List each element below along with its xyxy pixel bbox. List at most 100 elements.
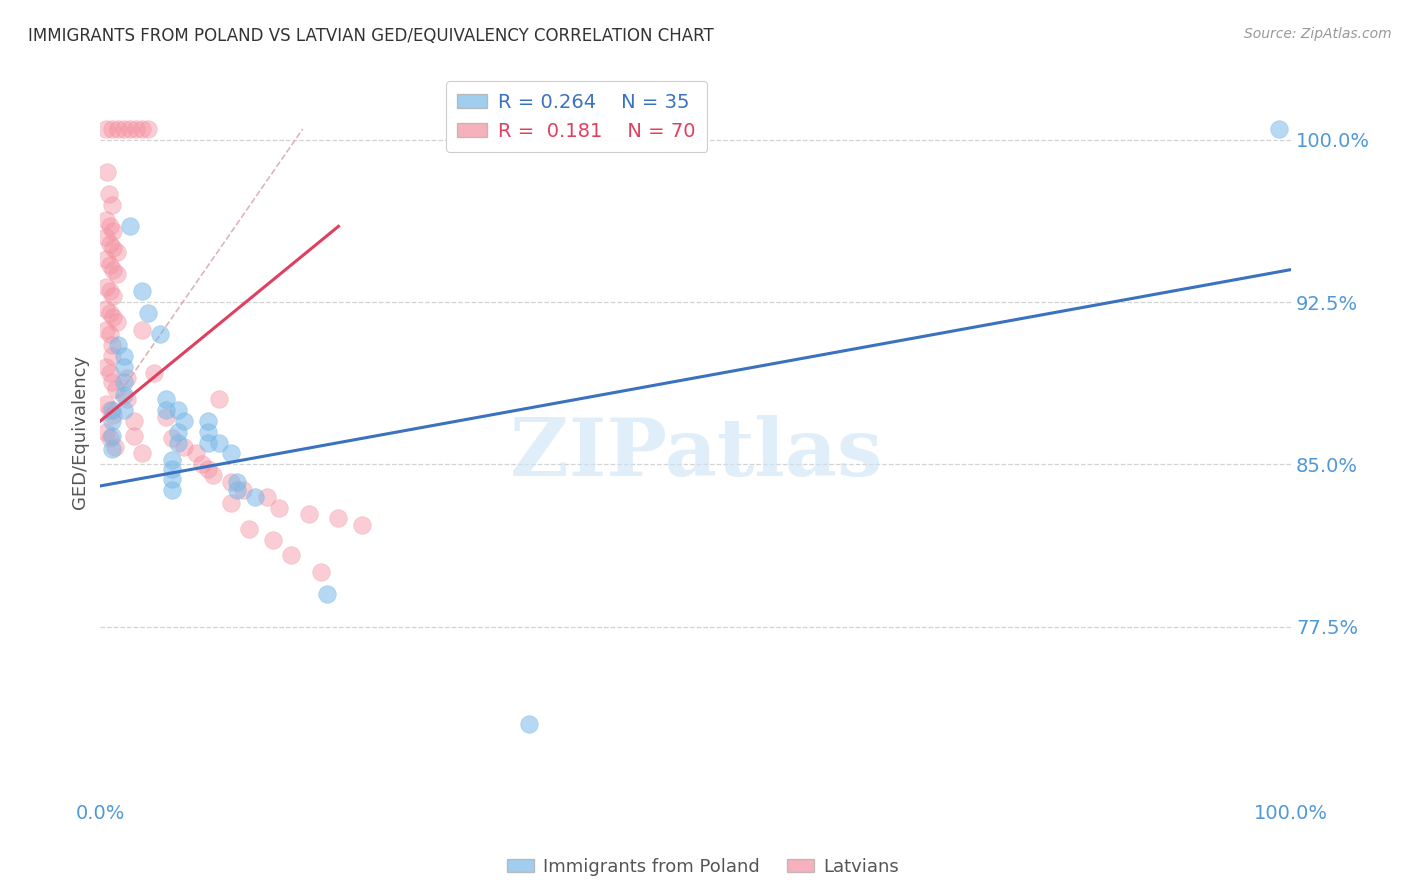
Point xyxy=(160,453,183,467)
Point xyxy=(208,435,231,450)
Point xyxy=(1268,122,1291,136)
Point xyxy=(112,359,135,374)
Point xyxy=(226,475,249,489)
Point xyxy=(112,388,135,402)
Point xyxy=(112,375,135,389)
Point xyxy=(155,392,177,407)
Point xyxy=(267,500,290,515)
Point xyxy=(280,548,302,562)
Point xyxy=(315,587,337,601)
Point xyxy=(232,483,254,498)
Text: IMMIGRANTS FROM POLAND VS LATVIAN GED/EQUIVALENCY CORRELATION CHART: IMMIGRANTS FROM POLAND VS LATVIAN GED/EQ… xyxy=(28,27,714,45)
Point xyxy=(101,442,124,457)
Point xyxy=(98,219,121,234)
Point xyxy=(221,496,243,510)
Point xyxy=(238,522,260,536)
Point xyxy=(101,375,124,389)
Point xyxy=(120,219,142,234)
Point xyxy=(105,267,128,281)
Point xyxy=(142,367,165,381)
Point xyxy=(112,403,135,417)
Point xyxy=(190,458,212,472)
Point xyxy=(105,314,128,328)
Point xyxy=(226,483,249,498)
Point xyxy=(101,414,124,428)
Point xyxy=(160,461,183,475)
Point xyxy=(96,301,118,316)
Point xyxy=(131,122,153,136)
Point xyxy=(221,446,243,460)
Point xyxy=(197,414,219,428)
Point xyxy=(155,403,177,417)
Point xyxy=(96,359,118,374)
Point xyxy=(131,323,153,337)
Point xyxy=(131,446,153,460)
Point xyxy=(101,349,124,363)
Legend: R = 0.264    N = 35, R =  0.181    N = 70: R = 0.264 N = 35, R = 0.181 N = 70 xyxy=(446,81,707,153)
Point xyxy=(96,323,118,337)
Point xyxy=(125,122,148,136)
Legend: Immigrants from Poland, Latvians: Immigrants from Poland, Latvians xyxy=(501,851,905,883)
Point xyxy=(160,472,183,486)
Point xyxy=(115,392,138,407)
Point xyxy=(136,122,159,136)
Point xyxy=(120,122,142,136)
Point xyxy=(96,165,118,179)
Point xyxy=(160,431,183,445)
Text: ZIPatlas: ZIPatlas xyxy=(509,415,882,493)
Point xyxy=(98,367,121,381)
Point xyxy=(96,230,118,244)
Point xyxy=(166,435,188,450)
Point xyxy=(101,197,124,211)
Point xyxy=(122,429,145,443)
Point xyxy=(101,122,124,136)
Point xyxy=(262,533,284,547)
Point xyxy=(98,258,121,272)
Point xyxy=(256,490,278,504)
Point xyxy=(98,403,121,417)
Point xyxy=(98,284,121,298)
Point xyxy=(96,280,118,294)
Point xyxy=(96,252,118,266)
Point xyxy=(202,468,225,483)
Point xyxy=(136,306,159,320)
Point xyxy=(328,511,350,525)
Point xyxy=(184,446,207,460)
Point xyxy=(103,224,125,238)
Point xyxy=(243,490,266,504)
Point xyxy=(103,310,125,325)
Y-axis label: GED/Equivalency: GED/Equivalency xyxy=(72,355,89,509)
Point xyxy=(221,475,243,489)
Point xyxy=(197,461,219,475)
Point xyxy=(131,284,153,298)
Point xyxy=(98,306,121,320)
Point xyxy=(197,425,219,439)
Point xyxy=(104,440,127,454)
Point xyxy=(208,392,231,407)
Point xyxy=(96,397,118,411)
Point xyxy=(101,338,124,352)
Point xyxy=(96,212,118,227)
Point xyxy=(309,566,332,580)
Point xyxy=(160,483,183,498)
Point xyxy=(105,245,128,260)
Point xyxy=(103,241,125,255)
Point xyxy=(115,370,138,384)
Point xyxy=(103,288,125,302)
Point xyxy=(173,440,195,454)
Point xyxy=(298,507,321,521)
Point xyxy=(96,425,118,439)
Point xyxy=(166,425,188,439)
Point xyxy=(96,122,118,136)
Point xyxy=(173,414,195,428)
Point xyxy=(107,338,129,352)
Point xyxy=(112,349,135,363)
Point xyxy=(112,122,135,136)
Point xyxy=(98,236,121,251)
Point xyxy=(517,717,540,731)
Text: Source: ZipAtlas.com: Source: ZipAtlas.com xyxy=(1244,27,1392,41)
Point xyxy=(101,429,124,443)
Point xyxy=(352,517,374,532)
Point xyxy=(97,186,120,201)
Point xyxy=(107,122,129,136)
